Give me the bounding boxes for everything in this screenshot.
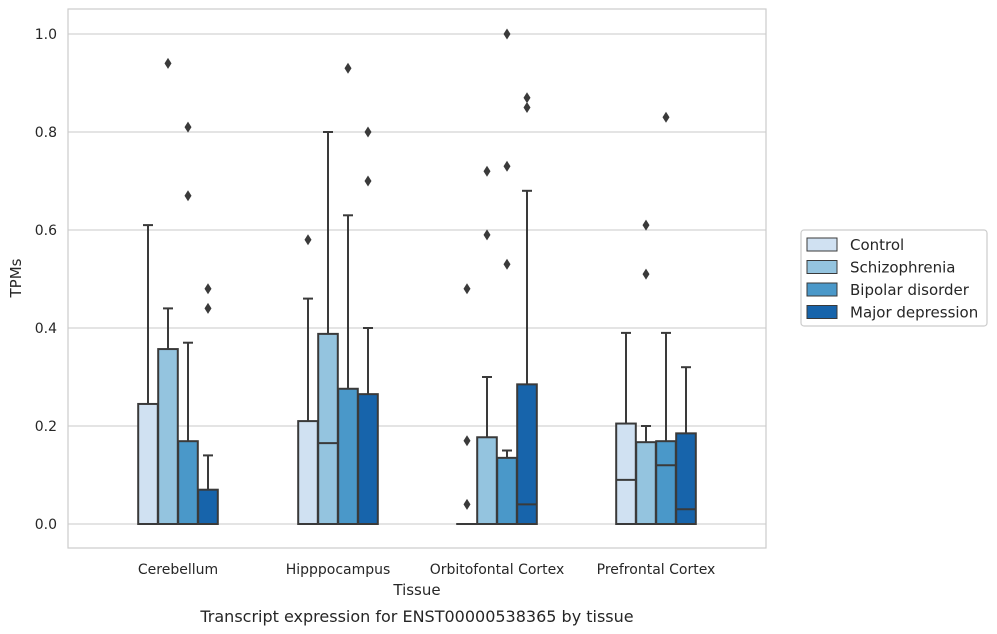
box-group [615, 331, 637, 525]
y-tick-label: 0.6 [35, 223, 57, 239]
outlier-point [364, 175, 372, 187]
box-body [476, 436, 498, 525]
plot-frame [67, 8, 767, 549]
outlier-point [523, 102, 531, 113]
x-tick-label: Hipppocampus [286, 562, 391, 578]
chart-caption: Transcript expression for ENST0000053836… [199, 607, 633, 626]
legend-box [800, 229, 988, 327]
y-tick-label: 0.4 [35, 321, 57, 337]
outlier-point [483, 165, 491, 177]
outlier-point [184, 121, 192, 133]
box-body [137, 402, 159, 526]
outlier-point [523, 92, 531, 104]
outlier-point [463, 435, 471, 447]
legend-label: Control [850, 236, 904, 254]
box-group [137, 224, 159, 526]
box-group [476, 165, 498, 525]
box-body [357, 393, 379, 525]
box-body [496, 456, 518, 526]
y-tick-label: 0.8 [35, 125, 57, 141]
outlier-point [204, 283, 212, 295]
box-body [157, 348, 179, 525]
box-body [317, 332, 339, 525]
y-axis-label: TPMs [7, 258, 25, 298]
box-group [357, 126, 379, 525]
x-axis-label: Tissue [392, 581, 440, 599]
box-group [635, 219, 657, 526]
box-body [675, 432, 697, 526]
box-body [177, 440, 199, 525]
legend-label: Schizophrenia [850, 259, 955, 277]
box-group [675, 366, 697, 526]
outlier-point [463, 283, 471, 295]
box-group [157, 57, 179, 525]
legend: Control Schizophrenia Bipolar disorder Majo… [800, 229, 988, 327]
y-tick-label: 0.2 [35, 419, 57, 435]
box-group [297, 234, 319, 526]
outlier-point [662, 111, 670, 123]
box-group [456, 283, 478, 526]
y-tick-label: 1.0 [35, 27, 57, 43]
outlier-point [364, 126, 372, 138]
outlier-point [483, 229, 491, 241]
box-group [337, 62, 359, 526]
legend-swatch [806, 260, 838, 274]
y-axis-ticks: 0.0 0.2 0.4 0.6 0.8 1.0 [35, 27, 57, 533]
box-group [496, 28, 518, 526]
box-group [177, 121, 199, 525]
legend-swatch [806, 305, 838, 319]
box-body [516, 383, 538, 525]
x-axis-ticks: Cerebellum Hipppocampus Orbitofontal Corte… [138, 562, 715, 578]
outlier-point [164, 57, 172, 69]
box-body [635, 441, 657, 526]
legend-label: Major depression [850, 304, 978, 322]
legend-swatch [806, 282, 838, 297]
outlier-point [642, 268, 650, 280]
box-group [197, 283, 219, 526]
x-tick-label: Orbitofontal Cortex [430, 562, 565, 578]
outlier-point [184, 190, 192, 202]
outlier-point [503, 28, 511, 40]
outlier-point [204, 302, 212, 314]
box-group [317, 131, 339, 525]
legend-swatch [806, 237, 838, 252]
outlier-point [304, 234, 312, 246]
box-body [655, 440, 677, 525]
box-group [655, 111, 677, 525]
box-group [516, 92, 538, 525]
box-body [615, 422, 637, 525]
x-tick-label: Cerebellum [138, 562, 218, 578]
box-plot-area [137, 28, 697, 526]
box-body [297, 420, 319, 526]
outlier-point [344, 62, 352, 74]
outlier-point [463, 498, 471, 510]
x-tick-label: Prefrontal Cortex [597, 562, 716, 578]
outlier-point [503, 160, 511, 172]
box-body [197, 488, 219, 526]
outlier-point [642, 219, 650, 231]
box-body [337, 387, 359, 526]
legend-label: Bipolar disorder [850, 281, 970, 299]
y-tick-label: 0.0 [35, 517, 57, 533]
outlier-point [503, 258, 511, 270]
